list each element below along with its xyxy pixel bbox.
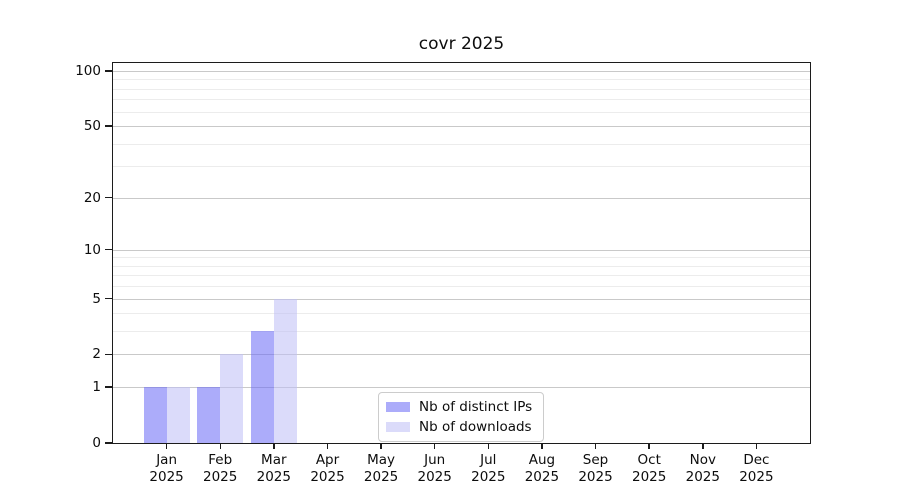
- major-gridline: [113, 249, 810, 251]
- x-tick-label: Apr 2025: [310, 452, 345, 485]
- minor-gridline: [113, 111, 810, 113]
- minor-gridline: [113, 275, 810, 277]
- x-tick-mark: [165, 443, 168, 449]
- y-tick-mark: [105, 386, 112, 388]
- x-tick-mark: [648, 443, 650, 449]
- y-tick-mark: [105, 353, 112, 356]
- minor-gridline: [113, 79, 810, 81]
- x-tick-label: Feb 2025: [203, 452, 238, 485]
- major-gridline: [113, 126, 810, 127]
- x-tick-label: Jun 2025: [417, 452, 452, 485]
- bar-distinct-ips: [250, 331, 274, 443]
- minor-gridline: [113, 99, 810, 101]
- minor-gridline: [113, 331, 810, 333]
- major-gridline: [113, 354, 810, 356]
- y-tick-mark: [105, 125, 112, 127]
- major-gridline: [113, 298, 810, 300]
- legend-label: Nb of distinct IPs: [419, 399, 533, 415]
- plot-area: 0 1 2 5 10 20 50 100 Jan 2025 Feb 2025 Mar 2025 Apr…: [75, 62, 811, 485]
- x-tick-mark: [326, 443, 329, 449]
- legend-label: Nb of downloads: [419, 419, 532, 435]
- x-tick-mark: [594, 443, 597, 449]
- x-tick-label: Aug 2025: [524, 452, 560, 485]
- y-tick-mark: [105, 248, 112, 251]
- minor-gridline: [113, 166, 810, 168]
- x-tick-mark: [755, 443, 758, 449]
- y-tick-mark: [105, 297, 112, 300]
- major-gridline: [113, 197, 810, 199]
- major-gridline: [113, 387, 810, 389]
- x-tick-label: Dec 2025: [739, 452, 774, 485]
- y-tick-label: 10: [83, 241, 101, 258]
- x-tick-mark: [541, 443, 543, 449]
- x-tick-mark: [273, 443, 275, 449]
- y-tick-label: 100: [75, 62, 101, 79]
- x-tick-label: Jan 2025: [149, 452, 184, 485]
- x-tick-mark: [487, 443, 490, 449]
- chart-title: covr 2025: [418, 34, 505, 54]
- x-tick-label: Oct 2025: [632, 452, 667, 485]
- y-tick-mark: [105, 442, 112, 444]
- minor-gridline: [113, 143, 810, 145]
- x-tick-label: Nov 2025: [685, 452, 720, 485]
- x-tick-label: May 2025: [363, 452, 399, 485]
- x-tick-mark: [380, 443, 382, 449]
- legend-swatch: [386, 422, 410, 432]
- minor-gridline: [113, 257, 810, 259]
- major-gridline: [113, 70, 810, 72]
- y-tick-label: 50: [83, 118, 101, 134]
- x-tick-label: Mar 2025: [256, 452, 291, 485]
- bar-distinct-ips: [143, 387, 167, 443]
- bar-downloads: [273, 298, 297, 443]
- legend-item-downloads: Nb of downloads: [386, 417, 532, 437]
- x-tick-mark: [433, 443, 436, 449]
- x-tick-mark: [702, 443, 704, 449]
- x-tick-mark: [219, 443, 221, 449]
- x-tick-label: Sep 2025: [578, 452, 613, 485]
- minor-gridline: [113, 88, 810, 90]
- bar-downloads: [166, 387, 190, 443]
- y-tick-label: 20: [83, 189, 101, 206]
- legend: Nb of distinct IPs Nb of downloads: [378, 392, 545, 442]
- y-tick-label: 2: [92, 346, 101, 363]
- y-tick-label: 0: [92, 435, 101, 451]
- legend-item-distinct-ips: Nb of distinct IPs: [386, 397, 532, 417]
- legend-swatch: [386, 402, 410, 412]
- minor-gridline: [113, 286, 810, 288]
- minor-gridline: [113, 265, 810, 267]
- x-tick-label: Jul 2025: [471, 452, 506, 485]
- minor-gridline: [113, 313, 810, 315]
- y-tick-label: 5: [92, 290, 101, 307]
- bar-distinct-ips: [197, 387, 221, 443]
- y-tick-mark: [105, 70, 112, 72]
- bar-downloads: [220, 354, 244, 443]
- y-tick-mark: [105, 196, 112, 199]
- y-tick-label: 1: [92, 379, 101, 396]
